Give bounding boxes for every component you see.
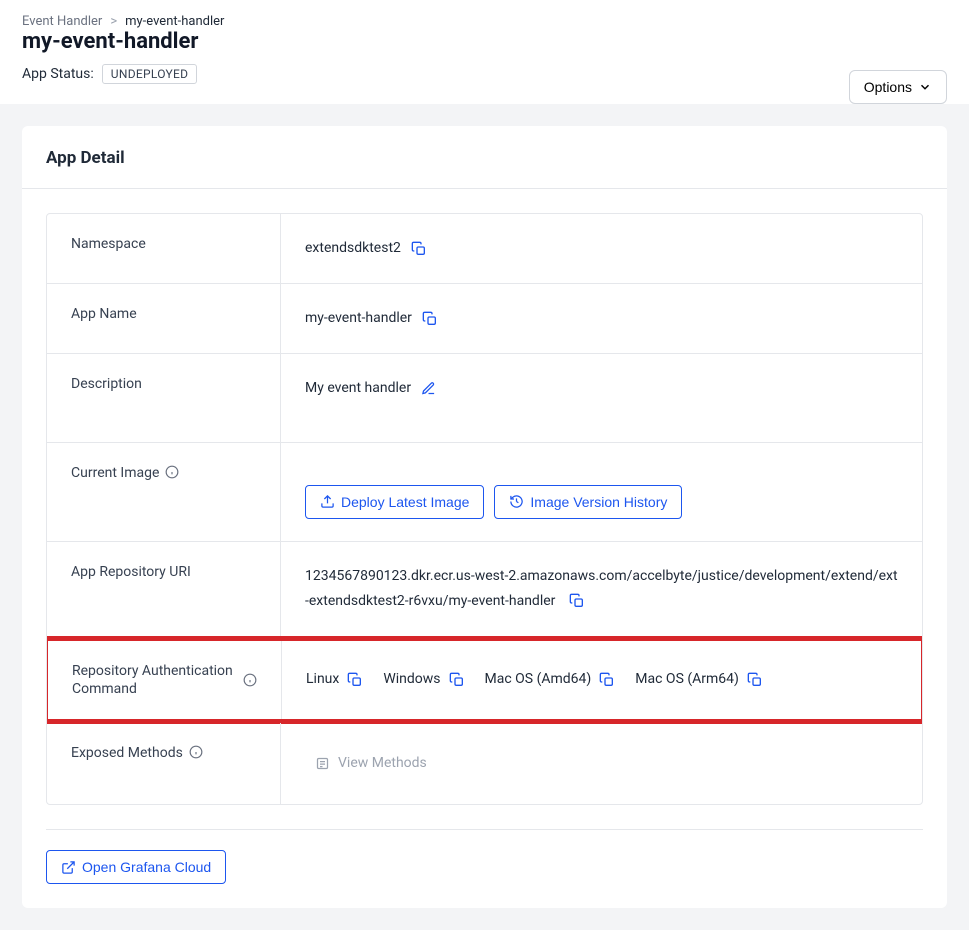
copy-icon[interactable] [747,672,763,688]
divider [22,188,947,189]
row-current-image: Current Image Deploy Latest Image [47,443,922,542]
os-macos-arm64: Mac OS (Arm64) [635,667,763,692]
external-link-icon [61,860,76,875]
history-button-label: Image Version History [530,494,667,510]
row-namespace: Namespace extendsdktest2 [47,214,922,284]
label-current-image: Current Image [71,465,159,481]
os-label-macos-amd64: Mac OS (Amd64) [485,667,592,692]
history-icon [509,494,524,509]
os-label-windows: Windows [383,667,440,692]
label-description: Description [47,354,281,441]
label-repo-auth-line1: Repository Authentication [72,663,233,679]
breadcrumb-current: my-event-handler [125,14,224,29]
label-app-name: App Name [47,284,281,353]
options-button-label: Options [864,79,912,95]
info-icon[interactable] [243,673,257,687]
app-status-badge: UNDEPLOYED [102,64,198,84]
label-exposed-methods: Exposed Methods [71,745,183,761]
label-repo-uri: App Repository URI [47,542,281,636]
image-version-history-button[interactable]: Image Version History [494,485,682,519]
chevron-down-icon [918,80,932,94]
row-repo-auth: Repository Authentication Command Linux [46,636,923,724]
page-title: my-event-handler [22,29,849,54]
grafana-button-label: Open Grafana Cloud [82,859,211,875]
value-description: My event handler [305,376,411,401]
info-icon[interactable] [189,745,203,759]
copy-icon[interactable] [422,311,438,327]
os-linux: Linux [306,667,363,692]
deploy-button-label: Deploy Latest Image [341,494,469,510]
app-status-label: App Status: [22,66,94,82]
options-button[interactable]: Options [849,70,947,104]
os-label-macos-arm64: Mac OS (Arm64) [635,667,739,692]
breadcrumb-parent[interactable]: Event Handler [22,14,102,29]
deploy-latest-image-button[interactable]: Deploy Latest Image [305,485,484,519]
open-grafana-cloud-button[interactable]: Open Grafana Cloud [46,850,226,884]
copy-icon[interactable] [599,672,615,688]
copy-icon[interactable] [411,241,427,257]
view-methods-label: View Methods [338,751,427,776]
os-label-linux: Linux [306,667,339,692]
row-description: Description My event handler [47,354,922,442]
value-app-name: my-event-handler [305,306,412,331]
row-exposed-methods: Exposed Methods View Methods [47,723,922,804]
upload-icon [320,494,335,509]
edit-icon[interactable] [421,381,436,396]
value-namespace: extendsdktest2 [305,236,401,261]
info-icon[interactable] [165,465,179,479]
value-repo-uri: 1234567890123.dkr.ecr.us-west-2.amazonaw… [305,568,898,609]
copy-icon[interactable] [449,672,465,688]
os-windows: Windows [383,667,464,692]
copy-icon[interactable] [569,593,585,609]
view-methods-button: View Methods [305,745,437,782]
list-icon [315,756,330,771]
card-title: App Detail [22,126,947,188]
label-namespace: Namespace [47,214,281,283]
breadcrumb: Event Handler > my-event-handler [22,14,849,29]
app-detail-card: App Detail Namespace extendsdktest2 App … [22,126,947,908]
breadcrumb-separator: > [110,14,117,29]
row-app-name: App Name my-event-handler [47,284,922,354]
os-macos-amd64: Mac OS (Amd64) [485,667,616,692]
copy-icon[interactable] [347,672,363,688]
row-repo-uri: App Repository URI 1234567890123.dkr.ecr… [47,542,922,637]
label-repo-auth-line2: Command [72,681,233,697]
